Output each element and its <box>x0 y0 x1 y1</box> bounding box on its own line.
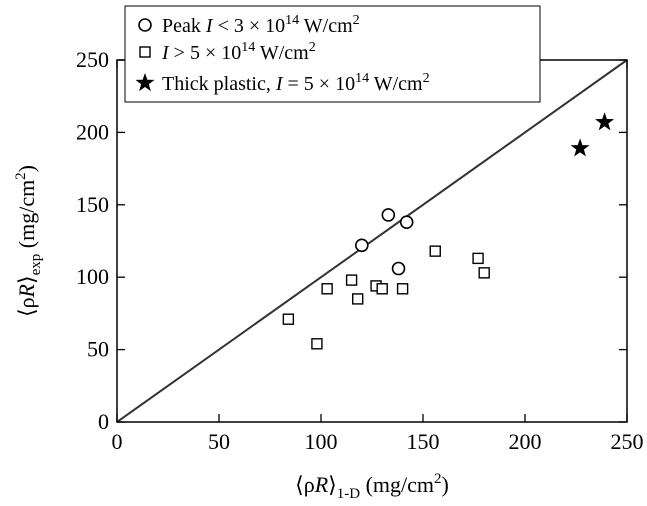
legend-star-marker <box>135 73 155 92</box>
x-tick-label: 100 <box>305 429 338 454</box>
legend-label-thick-plastic: Thick plastic, I = 5 × 1014 W/cm2 <box>162 71 430 95</box>
legend: Peak I < 3 × 1014 W/cm2 I > 5 × 1014 W/c… <box>124 5 541 103</box>
data-point-square <box>396 283 409 295</box>
data-point-star <box>570 138 590 157</box>
data-point-square <box>345 274 358 286</box>
data-point-circle <box>391 261 406 276</box>
legend-label-high-intensity: I > 5 × 1014 W/cm2 <box>161 40 316 64</box>
y-tick-label: 0 <box>98 409 109 434</box>
data-point-square <box>478 267 490 279</box>
x-tick-label: 0 <box>112 429 123 454</box>
y-tick-label: 100 <box>76 264 109 289</box>
data-point-square <box>376 283 388 295</box>
data-point-circle <box>399 215 414 229</box>
y-tick-label: 50 <box>87 337 109 362</box>
data-point-square <box>429 245 441 257</box>
x-tick-label: 250 <box>611 429 644 454</box>
y-tick-label: 200 <box>76 119 109 144</box>
x-tick-label: 150 <box>407 429 440 454</box>
data-point-square <box>352 293 364 305</box>
y-axis-title: ⟨ρR⟩exp (mg/cm2) <box>13 165 44 317</box>
data-point-circle <box>381 208 396 222</box>
data-point-square <box>282 313 295 325</box>
data-point-square <box>311 338 323 350</box>
data-points <box>282 112 615 350</box>
x-tick-label: 50 <box>208 429 230 454</box>
legend-box <box>124 5 541 103</box>
x-tick-label: 200 <box>509 429 542 454</box>
data-point-square <box>321 283 333 295</box>
plot-layer <box>116 59 628 423</box>
legend-square-marker <box>139 46 151 58</box>
legend-star-shape <box>135 73 155 92</box>
reference-line-1to1 <box>116 59 628 423</box>
data-point-circle <box>354 238 369 253</box>
data-point-star <box>595 112 615 131</box>
legend-circle-marker <box>138 18 152 32</box>
x-axis-title: ⟨ρR⟩1-D (mg/cm2) <box>295 471 449 502</box>
y-tick-label: 150 <box>76 192 109 217</box>
data-point-square <box>472 252 484 265</box>
legend-label-peak: Peak I < 3 × 1014 W/cm2 <box>162 13 360 37</box>
y-tick-label: 250 <box>76 47 109 72</box>
